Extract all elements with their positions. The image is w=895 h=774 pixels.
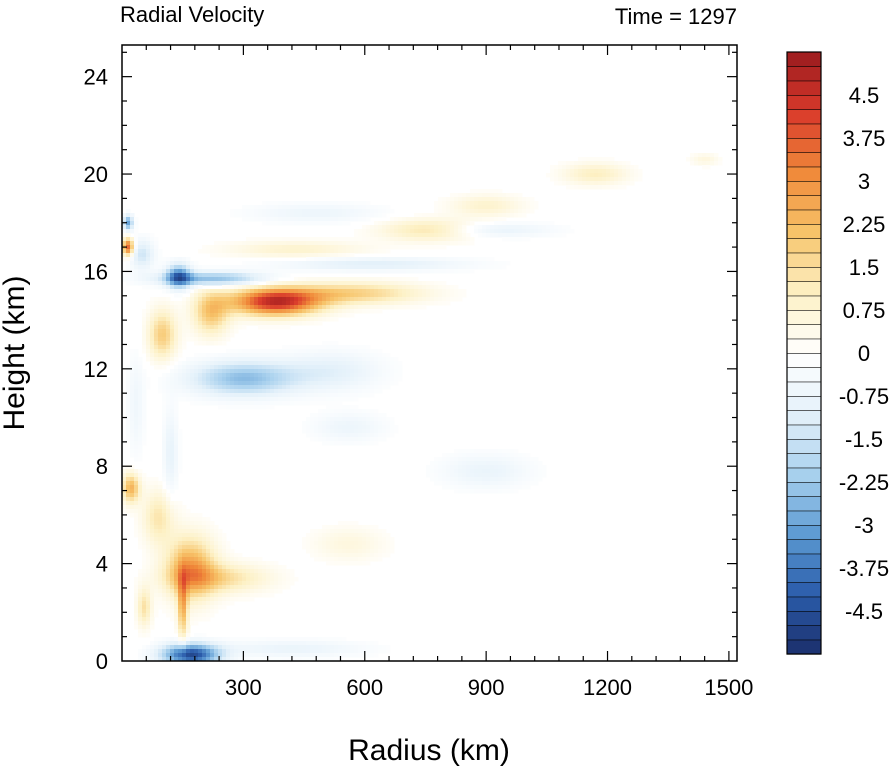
y-tick-label: 12 [84, 357, 108, 382]
colorbar-label: -3 [854, 513, 874, 538]
colorbar-label: 0.75 [843, 298, 886, 323]
colorbar-box [786, 625, 822, 641]
plot-frame [121, 44, 738, 662]
colorbar-label: 4.5 [849, 83, 880, 108]
y-tick-label: 0 [96, 649, 108, 674]
x-tick-label: 1500 [704, 675, 753, 700]
colorbar-box [786, 238, 822, 254]
colorbar-box [786, 639, 822, 655]
colorbar-label: -0.75 [839, 384, 889, 409]
colorbar-box [786, 66, 822, 82]
colorbar-label: 0 [858, 341, 870, 366]
velocity-field [122, 45, 737, 661]
colorbar-box [786, 496, 822, 512]
colorbar-box [786, 80, 822, 96]
colorbar-box [786, 324, 822, 340]
colorbar-box [786, 510, 822, 526]
y-axis: 0 4 8 12 16 20 24 [84, 51, 737, 674]
colorbar-box [786, 567, 822, 583]
colorbar-box [786, 94, 822, 110]
x-tick-label: 900 [468, 675, 505, 700]
colorbar-box [786, 367, 822, 383]
colorbar-box [786, 453, 822, 469]
colorbar-box [786, 252, 822, 268]
colorbar-box [786, 410, 822, 426]
y-axis-label: Height (km) [0, 275, 31, 430]
y-tick-label: 4 [96, 552, 108, 577]
colorbar-box [786, 209, 822, 225]
colorbar-box [786, 223, 822, 239]
colorbar-box [786, 166, 822, 182]
colorbar-box [786, 467, 822, 483]
colorbar-box [786, 152, 822, 168]
colorbar-box [786, 582, 822, 598]
y-tick-label: 24 [84, 65, 108, 90]
colorbar-box [786, 381, 822, 397]
y-tick-label: 16 [84, 259, 108, 284]
colorbar-box [786, 610, 822, 626]
x-axis-label: Radius (km) [348, 734, 510, 767]
x-tick-label: 1200 [583, 675, 632, 700]
chart-title-left: Radial Velocity [120, 2, 264, 27]
colorbar-box [786, 195, 822, 211]
colorbar-box [786, 424, 822, 440]
colorbar-label: 1.5 [849, 255, 880, 280]
colorbar-box [786, 123, 822, 139]
colorbar-box [786, 266, 822, 282]
colorbar-label: -3.75 [839, 556, 889, 581]
x-tick-label: 600 [346, 675, 383, 700]
colorbar-box [786, 596, 822, 612]
x-axis: 300 600 900 1200 1500 [145, 45, 753, 700]
colorbar-label: -1.5 [845, 427, 883, 452]
colorbar: 4.5 3.75 3 2.25 1.5 0.75 0 -0.75 -1.5 -2.25 -3 -3.7… [786, 51, 889, 655]
colorbar-box [786, 438, 822, 454]
colorbar-box [786, 338, 822, 354]
x-tick-label: 300 [225, 675, 262, 700]
colorbar-box [786, 109, 822, 125]
colorbar-box [786, 137, 822, 153]
colorbar-frame [786, 51, 822, 655]
colorbar-label: -2.25 [839, 470, 889, 495]
colorbar-label: 3 [858, 169, 870, 194]
colorbar-box [786, 352, 822, 368]
colorbar-box [786, 481, 822, 497]
colorbar-label: 3.75 [843, 126, 886, 151]
colorbar-box [786, 395, 822, 411]
colorbar-box [786, 295, 822, 311]
colorbar-box [786, 553, 822, 569]
colorbar-box [786, 309, 822, 325]
colorbar-box [786, 180, 822, 196]
y-tick-label: 8 [96, 454, 108, 479]
colorbar-box [786, 51, 822, 67]
colorbar-label: 2.25 [843, 212, 886, 237]
colorbar-box [786, 524, 822, 540]
colorbar-box [786, 539, 822, 555]
y-tick-label: 20 [84, 162, 108, 187]
colorbar-box [786, 281, 822, 297]
colorbar-label: -4.5 [845, 599, 883, 624]
chart-title-right: Time = 1297 [615, 4, 737, 29]
